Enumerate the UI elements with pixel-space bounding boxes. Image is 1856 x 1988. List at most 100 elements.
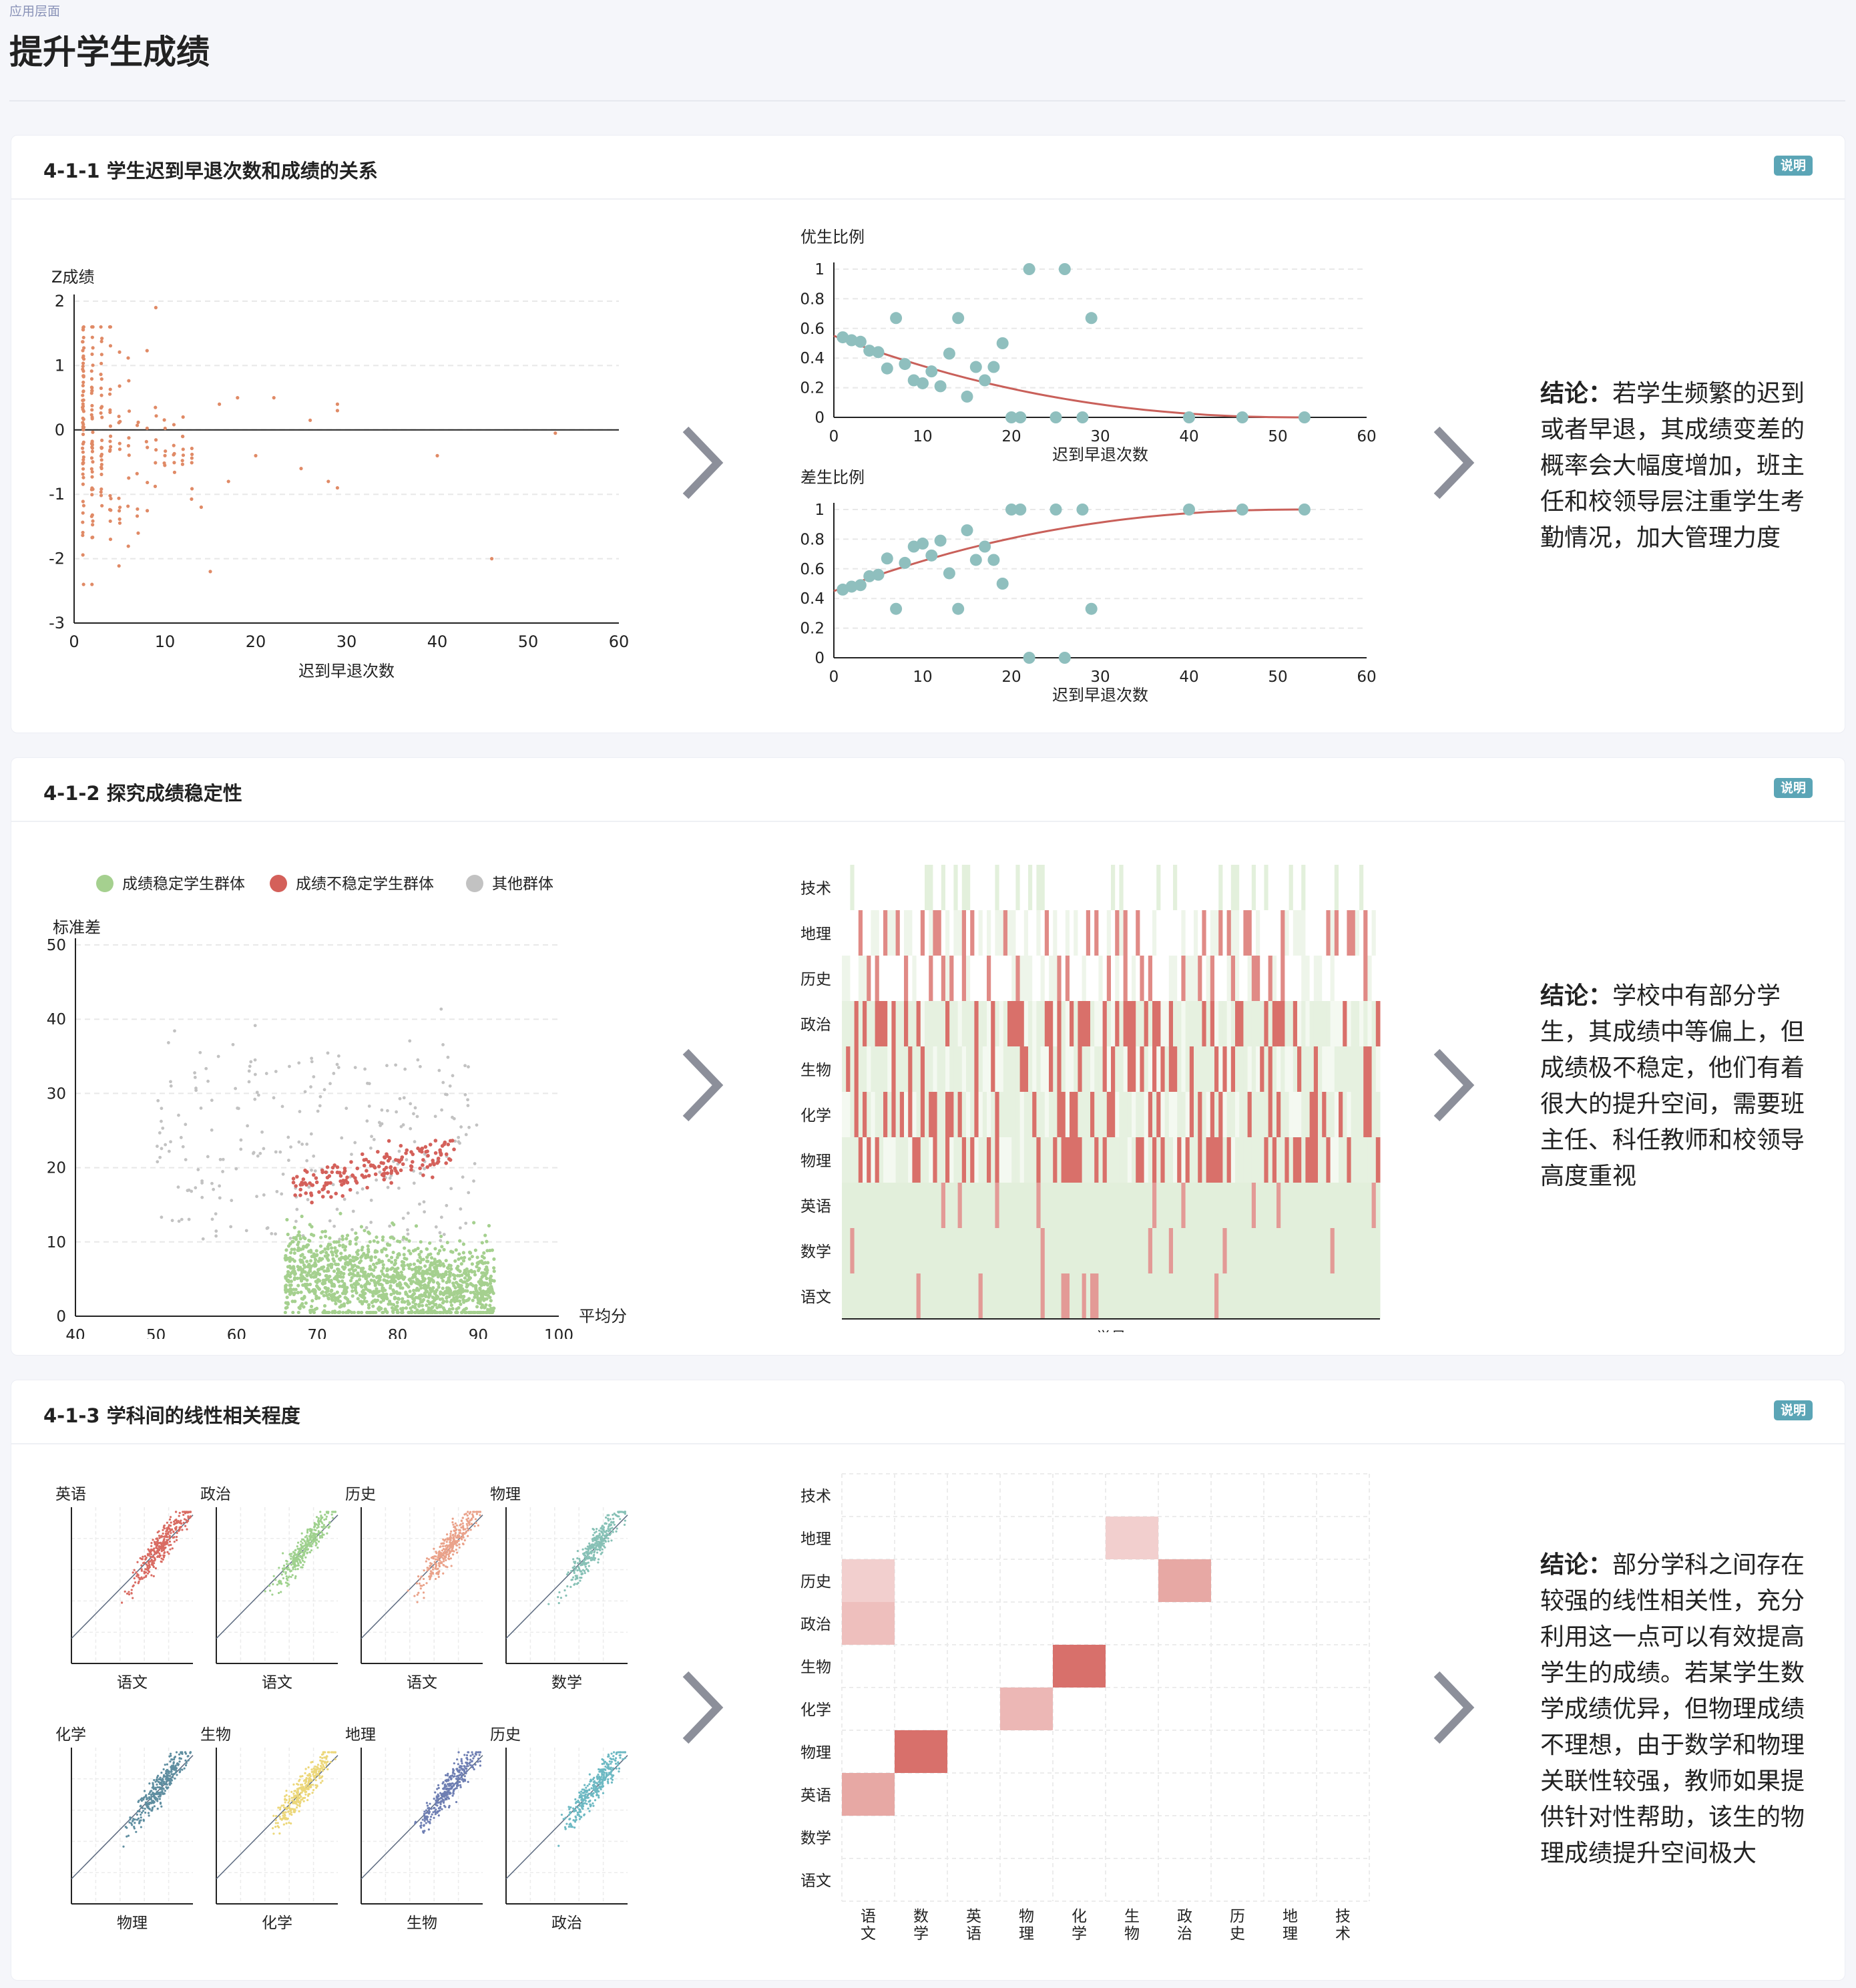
heatmap-cell	[871, 865, 876, 910]
data-point	[108, 493, 112, 498]
data-point	[449, 1535, 452, 1537]
heatmap-cell	[1123, 1001, 1128, 1046]
data-point	[473, 1248, 477, 1252]
heatmap-cell	[871, 1228, 876, 1273]
heatmap-cell	[1281, 1137, 1285, 1183]
data-point	[99, 393, 103, 397]
heatmap-cell	[1334, 865, 1339, 910]
data-point	[160, 1119, 163, 1123]
data-point	[301, 1559, 304, 1562]
help-button[interactable]: 说明	[1773, 1400, 1813, 1420]
data-point	[446, 1551, 449, 1554]
data-point	[318, 1279, 322, 1283]
data-point	[484, 1271, 489, 1275]
heatmap-cell	[1132, 865, 1136, 910]
heatmap-cell	[1260, 865, 1264, 910]
data-point	[315, 1533, 318, 1535]
heatmap-cell	[1206, 1046, 1211, 1092]
data-point	[431, 1568, 435, 1571]
heatmap-cell	[933, 1137, 938, 1183]
heatmap-cell	[867, 1183, 871, 1228]
data-point	[296, 1283, 300, 1287]
data-point	[156, 1547, 158, 1549]
data-point	[150, 1574, 153, 1577]
heatmap-cell	[1355, 1092, 1360, 1137]
data-point	[417, 1280, 422, 1284]
data-point	[100, 337, 104, 341]
data-point	[461, 1534, 464, 1537]
data-point	[435, 1310, 439, 1315]
heatmap-cell	[1181, 956, 1186, 1001]
data-point	[166, 1541, 169, 1544]
row-label: 化学	[800, 1107, 831, 1125]
data-point	[310, 1056, 314, 1060]
data-point	[330, 1253, 335, 1257]
data-point	[584, 1556, 586, 1559]
heatmap-cell	[1206, 1001, 1211, 1046]
data-point	[302, 1563, 304, 1567]
heatmap-cell	[1148, 865, 1153, 910]
heatmap-cell	[953, 1137, 959, 1183]
data-point	[422, 1591, 425, 1594]
data-point	[569, 1585, 572, 1588]
heatmap-cell	[1090, 865, 1095, 910]
heatmap-cell	[953, 1228, 959, 1273]
data-point	[247, 1069, 251, 1073]
data-point	[327, 1174, 332, 1178]
conclusion-text: 结论：若学生频繁的迟到或者早退，其成绩变差的概率会大幅度增加，班主任和校领导层注…	[1540, 376, 1814, 556]
data-point	[319, 1251, 323, 1255]
heatmap-cell	[925, 1273, 929, 1319]
heatmap-cell	[1040, 1273, 1046, 1319]
heatmap-cell	[1326, 1228, 1331, 1273]
data-point	[349, 1271, 353, 1275]
data-point	[408, 1289, 412, 1294]
data-point	[397, 1297, 401, 1301]
data-point	[845, 334, 858, 347]
heatmap-cell	[1285, 865, 1290, 910]
heatmap-cell	[1074, 1001, 1078, 1046]
data-point	[303, 1540, 306, 1543]
data-point	[309, 1530, 312, 1533]
help-button[interactable]: 说明	[1773, 156, 1813, 176]
data-point	[323, 1229, 327, 1233]
heatmap-cell	[1057, 910, 1062, 956]
heatmap-cell	[842, 1273, 847, 1319]
heatmap-cell	[1156, 956, 1161, 1001]
data-point	[481, 1271, 485, 1275]
data-point	[317, 1190, 321, 1194]
heatmap-cell	[1264, 910, 1269, 956]
heatmap-cell	[895, 1273, 901, 1319]
heatmap-cell	[1305, 1273, 1311, 1319]
data-point	[412, 1262, 416, 1266]
data-point	[559, 1597, 563, 1599]
data-point	[376, 1149, 380, 1154]
heatmap-cell	[1156, 1046, 1161, 1092]
data-point	[584, 1559, 587, 1561]
heatmap-cell	[904, 1183, 909, 1228]
heatmap-cell	[858, 1228, 863, 1273]
data-point	[156, 1800, 159, 1802]
data-point	[474, 1286, 478, 1290]
help-button[interactable]: 说明	[1773, 778, 1813, 798]
data-point	[301, 1542, 304, 1545]
heatmap-cell	[1281, 1228, 1285, 1273]
data-point	[190, 446, 194, 451]
heatmap-cell	[1326, 1273, 1331, 1319]
data-point	[310, 1544, 312, 1547]
heatmap-cell	[850, 1137, 855, 1183]
data-point	[458, 1543, 461, 1546]
heatmap-cell	[1309, 910, 1315, 956]
heatmap-cell	[1019, 1046, 1025, 1092]
x-tick-label: 30	[1090, 428, 1110, 445]
data-point	[372, 1310, 376, 1315]
heatmap-cell	[850, 865, 855, 910]
data-point	[592, 1543, 595, 1546]
heatmap-cell	[883, 1183, 888, 1228]
breadcrumb[interactable]: 应用层面	[9, 4, 61, 19]
data-point	[99, 353, 103, 357]
data-point	[318, 1257, 322, 1261]
data-point	[368, 1264, 372, 1269]
data-point	[153, 1550, 156, 1553]
data-point	[427, 1295, 431, 1300]
data-point	[398, 1281, 402, 1285]
